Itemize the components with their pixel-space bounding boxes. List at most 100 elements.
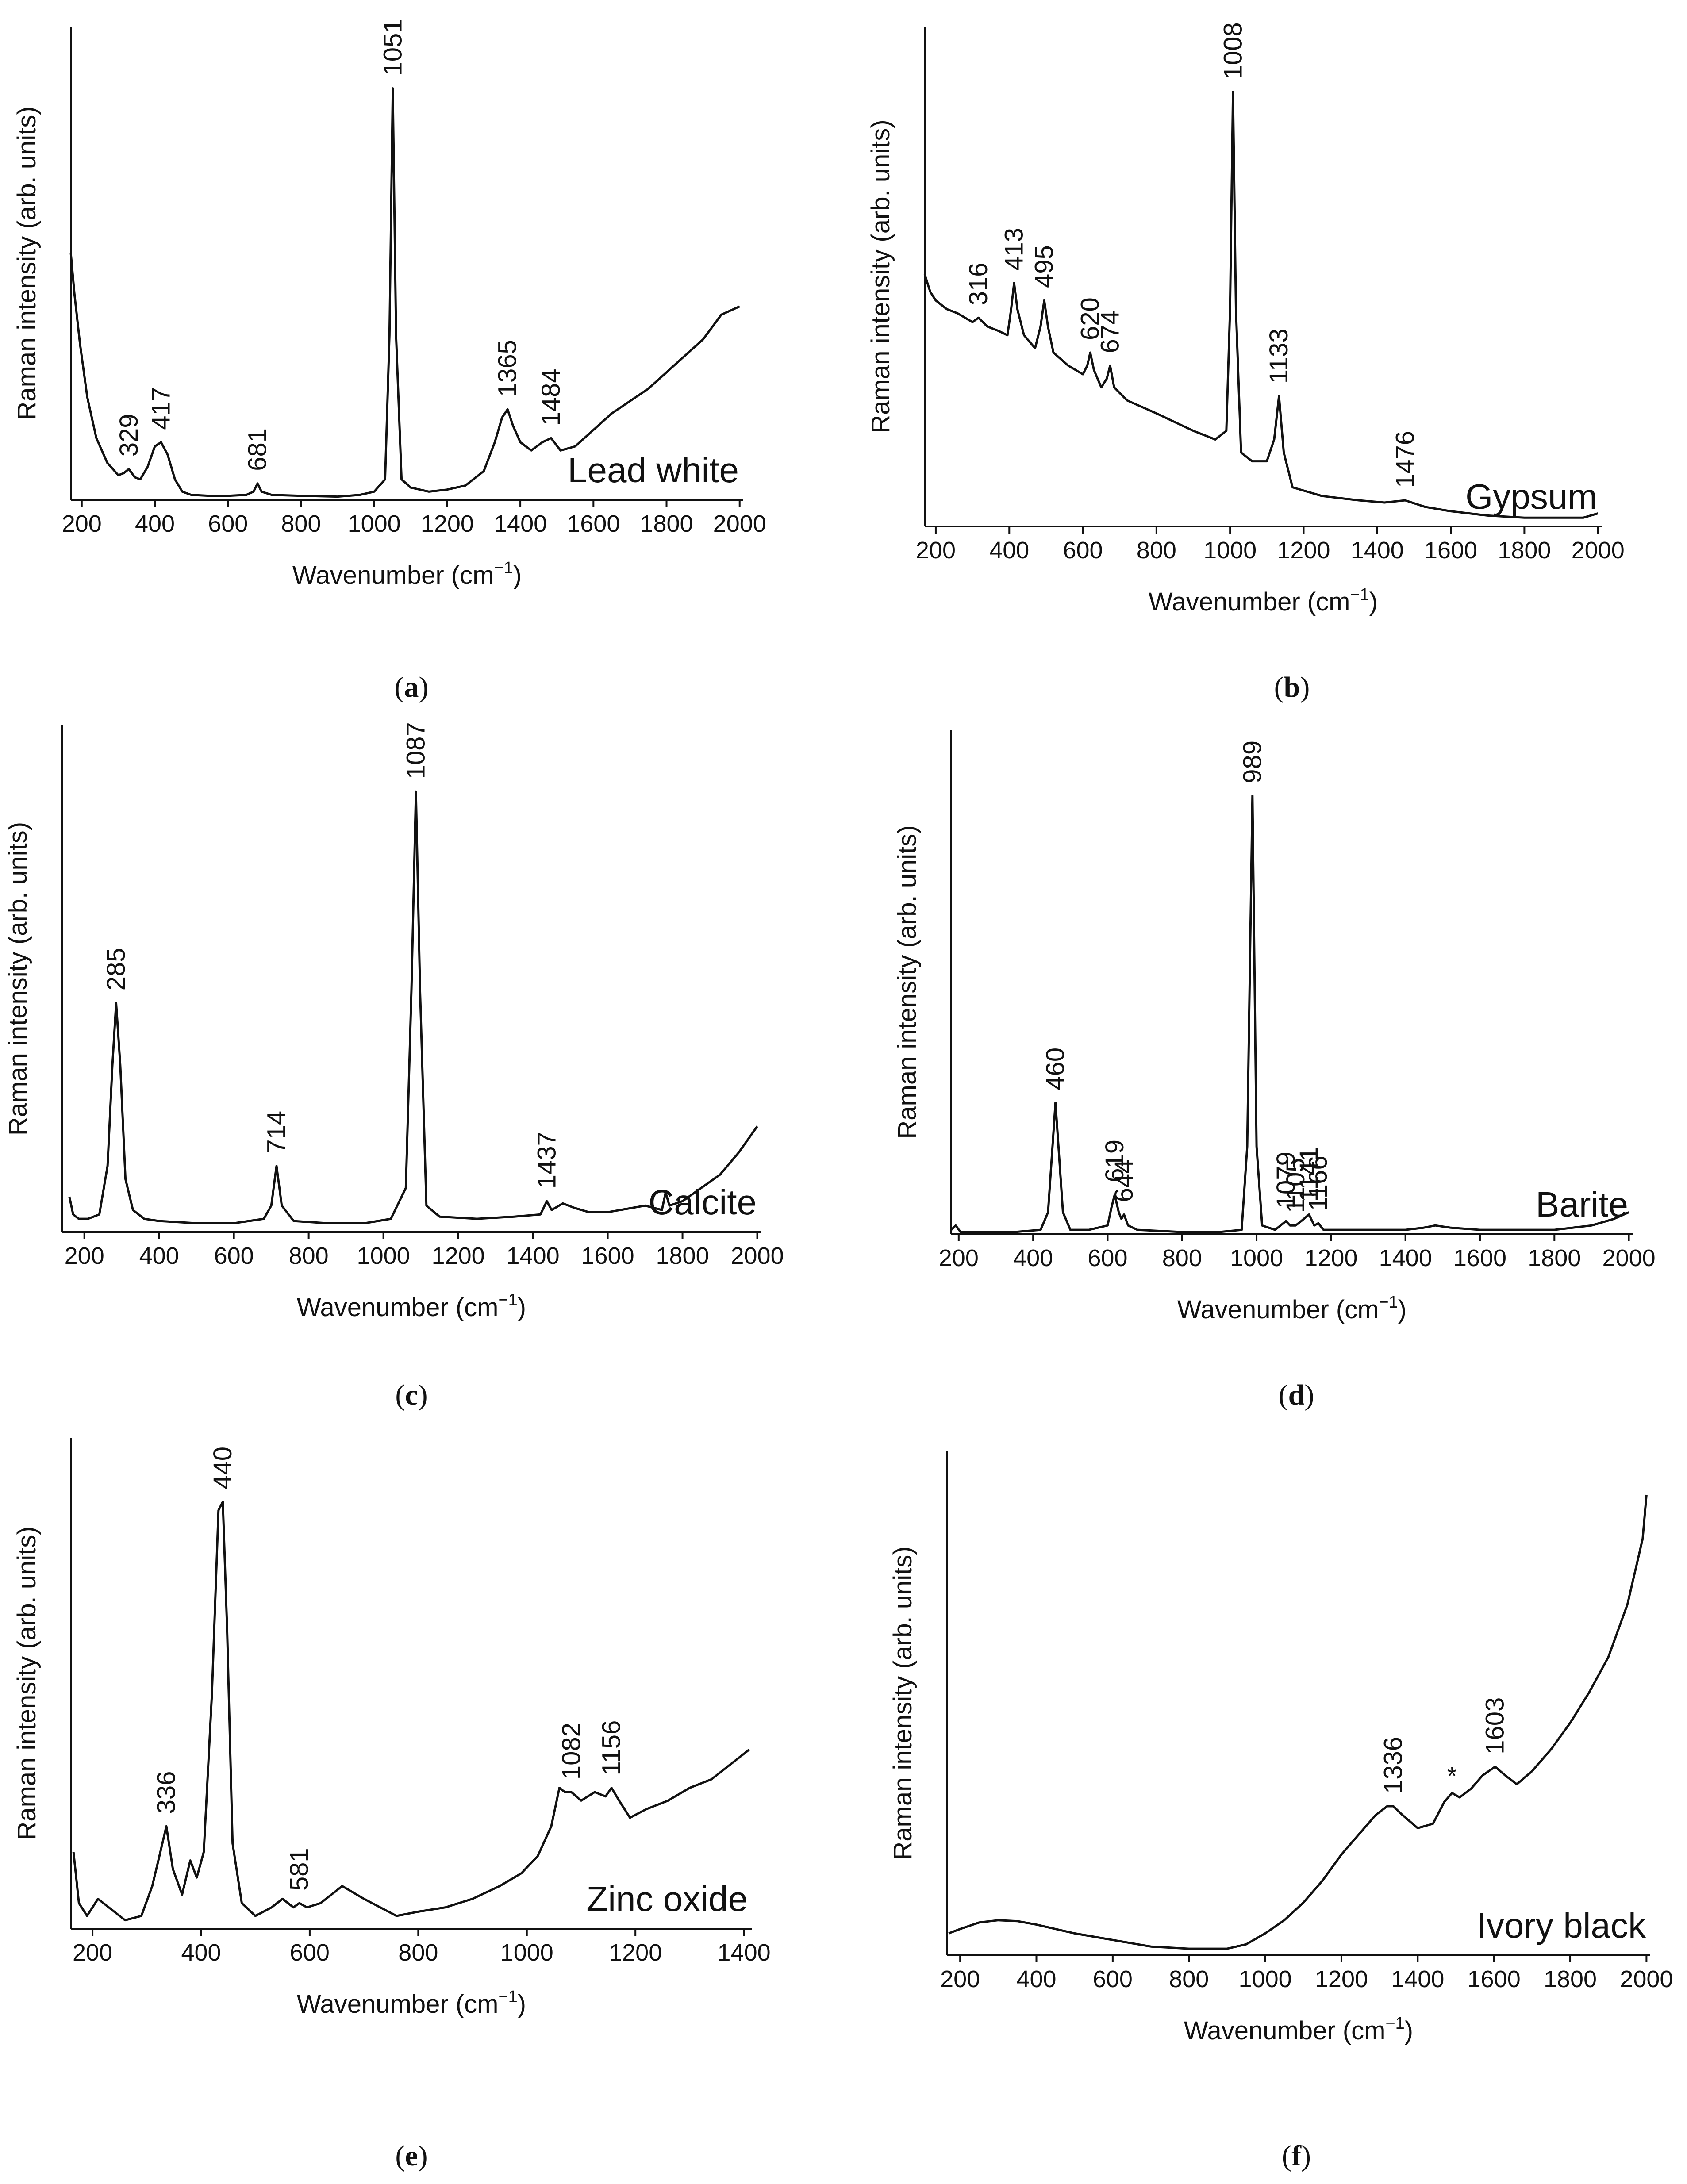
peak-label: 413 bbox=[1000, 228, 1029, 271]
x-tick-label: 1000 bbox=[348, 510, 401, 537]
panel-caption-close: ) bbox=[1304, 1379, 1314, 1411]
x-tick-label: 1600 bbox=[567, 510, 620, 537]
peak-label: 1476 bbox=[1391, 431, 1419, 488]
y-axis-title: Raman intensity (arb. units) bbox=[4, 822, 32, 1136]
peak-label: 1087 bbox=[402, 722, 430, 779]
peak-label: 619 bbox=[1100, 1140, 1129, 1182]
x-axis-title-close: ) bbox=[1398, 1295, 1406, 1324]
x-tick-label: 1800 bbox=[1544, 1966, 1597, 1992]
peak-label: 1051 bbox=[378, 19, 407, 76]
spectrum-line bbox=[948, 1494, 1648, 1950]
panel-caption-open: ( bbox=[1279, 1379, 1288, 1411]
panel-caption-close: ) bbox=[418, 2140, 428, 2172]
x-tick-label: 2000 bbox=[713, 510, 766, 537]
x-tick-label: 1000 bbox=[1230, 1245, 1283, 1271]
peak-label: 1365 bbox=[493, 340, 522, 397]
panel-a: 200 400 600 800 1000 1200 1400 1600 1800 2000 Wave… bbox=[12, 19, 766, 703]
x-tick-label: 1600 bbox=[1468, 1966, 1521, 1992]
panel-caption: (c) bbox=[395, 1379, 427, 1411]
x-tick-label: 1600 bbox=[581, 1243, 634, 1269]
x-axis-title-superscript: −1 bbox=[1379, 1293, 1398, 1312]
peak-label: 1336 bbox=[1379, 1737, 1408, 1794]
x-tick-label: 1200 bbox=[1315, 1966, 1368, 1992]
y-axis-title: Raman intensity (arb. units) bbox=[888, 1546, 917, 1860]
panel-f: 200 400 600 800 1000 1200 1400 1600 1800 2000 Wave… bbox=[888, 1451, 1673, 2172]
sample-name: Gypsum bbox=[1465, 477, 1597, 516]
peak-label: 440 bbox=[208, 1447, 237, 1489]
x-axis-title-main: Wavenumber (cm bbox=[1149, 587, 1350, 616]
panel-caption: (d) bbox=[1279, 1379, 1314, 1411]
x-axis-title-main: Wavenumber (cm bbox=[297, 1293, 499, 1322]
x-tick-label: 800 bbox=[1169, 1966, 1209, 1992]
panel-caption-open: ( bbox=[395, 1379, 405, 1411]
x-tick-label: 200 bbox=[940, 1966, 980, 1992]
x-tick-label: 600 bbox=[208, 510, 248, 537]
x-tick-label: 600 bbox=[1093, 1966, 1133, 1992]
x-tick-label: 1000 bbox=[357, 1243, 410, 1269]
x-tick-label: 400 bbox=[1016, 1966, 1056, 1992]
x-tick-label: 200 bbox=[939, 1245, 979, 1271]
peak-label: 989 bbox=[1238, 741, 1267, 783]
x-axis-title-main: Wavenumber (cm bbox=[1184, 2016, 1386, 2045]
panel-b: 200 400 600 800 1000 1200 1400 1600 1800 2000 Wave… bbox=[866, 22, 1625, 703]
panel-caption-close: ) bbox=[1300, 671, 1310, 703]
x-tick-label: 1400 bbox=[507, 1243, 560, 1269]
x-tick-label: 2000 bbox=[1620, 1966, 1673, 1992]
x-tick-label: 1200 bbox=[1304, 1245, 1357, 1271]
peak-label: 316 bbox=[964, 263, 993, 306]
sample-name: Calcite bbox=[648, 1182, 757, 1222]
peak-label: 1156 bbox=[597, 1720, 626, 1776]
x-tick-label: 400 bbox=[1013, 1245, 1053, 1271]
sample-name: Barite bbox=[1536, 1185, 1628, 1224]
panel-e: 200 400 600 800 1000 1200 1400 Wavenumber (cm−1… bbox=[12, 1438, 771, 2172]
panel-caption-letter: a bbox=[404, 671, 419, 703]
x-axis-title-superscript: −1 bbox=[1350, 585, 1369, 604]
x-tick-label: 200 bbox=[73, 1939, 112, 1966]
x-tick-label: 1400 bbox=[1391, 1966, 1444, 1992]
spectrum-line bbox=[923, 90, 1599, 519]
peak-label: 714 bbox=[262, 1111, 291, 1154]
panel-caption-close: ) bbox=[1301, 2140, 1311, 2172]
x-axis-title-close: ) bbox=[518, 1990, 526, 2019]
x-tick-label: 600 bbox=[290, 1939, 330, 1966]
peak-label: 1079 bbox=[1272, 1151, 1300, 1209]
x-tick-label: 2000 bbox=[730, 1243, 784, 1269]
spectrum-line bbox=[68, 790, 758, 1224]
peak-label: 1082 bbox=[557, 1723, 586, 1780]
panel-caption: (b) bbox=[1274, 671, 1310, 703]
panel-caption-letter: c bbox=[405, 1379, 418, 1411]
x-tick-label: 400 bbox=[135, 510, 175, 537]
x-tick-label: 600 bbox=[1063, 537, 1103, 564]
y-axis-title: Raman intensity (arb. units) bbox=[12, 1526, 41, 1840]
peak-label: 1133 bbox=[1264, 328, 1293, 384]
x-tick-label: 400 bbox=[989, 537, 1029, 564]
x-axis-title-main: Wavenumber (cm bbox=[297, 1990, 499, 2019]
x-tick-label: 1200 bbox=[421, 510, 474, 537]
y-axis-title: Raman intensity (arb. units) bbox=[893, 825, 922, 1139]
x-tick-label: 2000 bbox=[1572, 537, 1625, 564]
peak-label: 620 bbox=[1076, 297, 1105, 340]
panel-caption: (f) bbox=[1282, 2140, 1311, 2172]
x-axis-title: Wavenumber (cm−1) bbox=[292, 559, 522, 590]
x-axis-title: Wavenumber (cm−1) bbox=[297, 1988, 526, 2019]
peak-label: 581 bbox=[285, 1848, 314, 1891]
x-tick-label: 1000 bbox=[1203, 537, 1257, 564]
x-axis-title-close: ) bbox=[513, 561, 522, 590]
panel-caption-open: ( bbox=[395, 2140, 405, 2172]
panel-caption-open: ( bbox=[1274, 671, 1284, 703]
panel-caption-letter: b bbox=[1284, 671, 1300, 703]
x-tick-label: 400 bbox=[181, 1939, 221, 1966]
x-tick-label: 200 bbox=[65, 1243, 104, 1269]
x-axis-title-close: ) bbox=[1405, 2016, 1413, 2045]
x-tick-label: 800 bbox=[281, 510, 321, 537]
x-axis-title-superscript: −1 bbox=[498, 1988, 517, 2006]
panel-caption-letter: e bbox=[405, 2140, 418, 2172]
panel-caption-open: ( bbox=[1282, 2140, 1291, 2172]
x-tick-label: 400 bbox=[139, 1243, 179, 1269]
peak-label: 681 bbox=[243, 428, 272, 471]
sample-name: Zinc oxide bbox=[586, 1879, 748, 1919]
x-tick-label: 1400 bbox=[1379, 1245, 1432, 1271]
x-axis-title-superscript: −1 bbox=[498, 1291, 517, 1309]
x-axis-title-main: Wavenumber (cm bbox=[1177, 1295, 1379, 1324]
